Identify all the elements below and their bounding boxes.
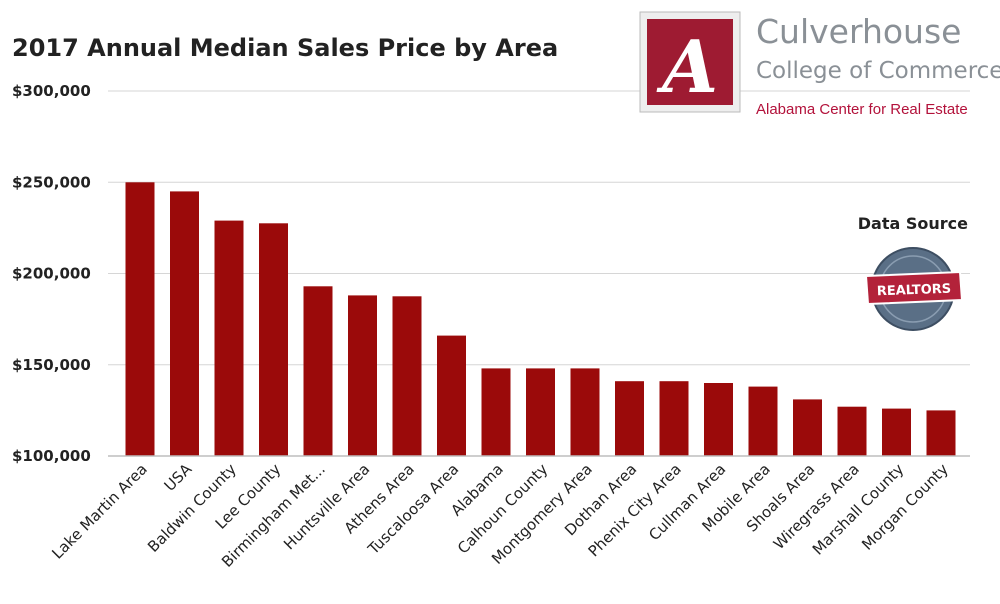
bar [348,295,377,456]
bar [704,383,733,456]
y-tick-label: $100,000 [12,447,91,465]
bar [214,220,244,456]
bar [659,381,689,456]
logo-name: Culverhouse [756,12,961,51]
bar [259,223,288,456]
bar [170,191,199,456]
y-tick-label: $250,000 [12,173,91,191]
x-tick-label: Cullman Area [645,460,729,544]
gridlines [108,90,970,366]
y-tick-label: $200,000 [12,265,91,283]
bars [125,182,956,457]
bar [570,368,600,456]
bar [481,368,511,456]
bar [926,410,956,456]
logo-square [647,19,733,105]
bar [837,406,867,456]
bar [303,286,333,456]
data-source: Data Source REALTORS [858,214,968,331]
y-tick-label: $150,000 [12,356,91,374]
chart-title: 2017 Annual Median Sales Price by Area [12,34,558,62]
y-tick-label: $300,000 [12,82,91,100]
x-tick-label: USA [161,460,196,495]
bar [793,399,822,456]
bar [526,368,555,456]
realtors-badge-icon: REALTORS [864,247,964,331]
bar [392,296,422,456]
x-tick-label: Lake Martin Area [48,460,150,562]
y-axis-ticks: $100,000 $150,000 $200,000 $250,000 $300,000 [12,82,91,465]
data-source-label: Data Source [858,214,968,233]
bar [615,381,644,456]
culverhouse-logo: A Culverhouse College of Commerce Alabam… [639,11,1000,118]
realtors-badge-text: REALTORS [877,282,952,300]
bar [437,335,466,456]
logo-center: Alabama Center for Real Estate [756,101,968,118]
bar [882,408,911,456]
script-a-icon: A [656,24,718,109]
logo-college: College of Commerce [756,58,1000,84]
bar [748,386,778,456]
bar [125,182,155,457]
